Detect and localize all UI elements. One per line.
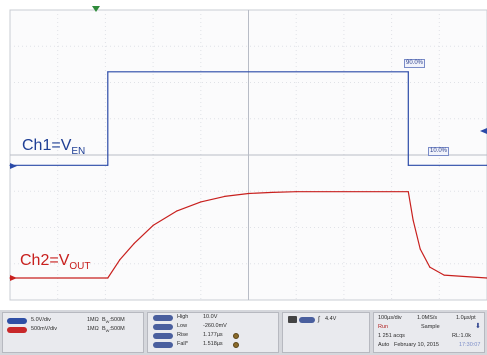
acquisition-count: 1 251 acqs [378,333,405,340]
acquisition-mode: Sample [421,324,440,331]
measure-value-fall: 1.518µs [203,341,223,348]
ch2-trace-point [408,191,409,192]
ch2-scale: 500mV/div [31,326,57,333]
trigger-rising-edge-icon: ∫ [318,316,320,323]
channel-settings-panel: 5.0V/div 1MΩ BW:500M 500mV/div 1MΩ BW:50… [2,312,144,353]
trigger-source-icon[interactable] [288,316,297,323]
ch2-bandwidth: BW:500M [102,326,125,334]
ch1-trace-point [9,165,10,166]
record-length: RL:1.0k [452,333,471,340]
ch2-trace-point [107,277,108,278]
ch2-trace-point [248,193,249,194]
measure-value-high: 10.0V [203,314,217,321]
ch1-trace-point [408,165,409,166]
scope-display: Ch1=VEN Ch2=VOUT 90.0% 10.0% [0,0,487,310]
measurements-panel: High 10.0V Low -260.0mV Rise 1.177µs Fal… [147,312,279,353]
ch1-trace-point [107,71,108,72]
ch1-bandwidth: BW:500M [102,317,125,325]
ch2-trace-point [176,210,177,211]
ch2-trace-point [420,248,421,249]
ch2-label: Ch2=VOUT [20,252,90,272]
ch1-badge[interactable] [7,318,27,324]
ch2-trace-point [413,219,414,220]
measure-name-low: Low [177,323,187,330]
ch2-coupling: 1MΩ [87,326,99,333]
ch2-badge[interactable] [7,327,27,333]
ch1-coupling: 1MΩ [87,317,99,324]
ch2-trace-point [429,267,430,268]
trigger-mode: Auto [378,342,389,349]
measure-name-high: High [177,314,188,321]
measure-value-rise: 1.177µs [203,332,223,339]
measure-value-low: -260.0mV [203,323,227,330]
warning-icon [233,342,239,348]
low-reference-marker: 10.0% [428,147,449,156]
ch2-trace-point [272,192,273,193]
measure-badge-low[interactable] [153,324,173,330]
ch2-trace-point [133,243,134,244]
resolution: 1.0µs/pt [456,315,476,322]
ch2-trace-point [119,259,120,260]
horizontal-acquisition-panel: 100µs/div 1.0MS/s 1.0µs/pt Run Sample ⬇ … [373,312,485,353]
high-reference-marker: 90.0% [404,59,425,68]
ch1-label: Ch1=VEN [22,137,85,157]
measure-badge-fall[interactable] [153,342,173,348]
ch2-trace-point [224,196,225,197]
date: February 10, 2015 [394,342,439,349]
ch2-trace-point [296,191,297,192]
ch2-trace-point [153,225,154,226]
ch1-scale: 5.0V/div [31,317,51,324]
trigger-badge[interactable] [299,317,315,323]
down-arrow-icon: ⬇ [475,323,481,330]
trigger-level: 4.4V [325,316,336,323]
ch2-trace-point [9,277,10,278]
ch1-trace-point [408,71,409,72]
trigger-panel: ∫ 4.4V [282,312,370,353]
timebase: 100µs/div [378,315,402,322]
ch1-trace-point [107,165,108,166]
time: 17:30:07 [459,342,480,349]
status-bar: 5.0V/div 1MΩ BW:500M 500mV/div 1MΩ BW:50… [0,310,487,355]
measure-name-fall: Fall* [177,341,188,348]
sample-rate: 1.0MS/s [417,315,437,322]
measure-name-rise: Rise [177,332,188,339]
measure-badge-rise[interactable] [153,333,173,339]
warning-icon [233,333,239,339]
run-state[interactable]: Run [378,324,388,331]
measure-badge-high[interactable] [153,315,173,321]
ch2-trace-point [444,275,445,276]
ch2-trace-point [200,201,201,202]
